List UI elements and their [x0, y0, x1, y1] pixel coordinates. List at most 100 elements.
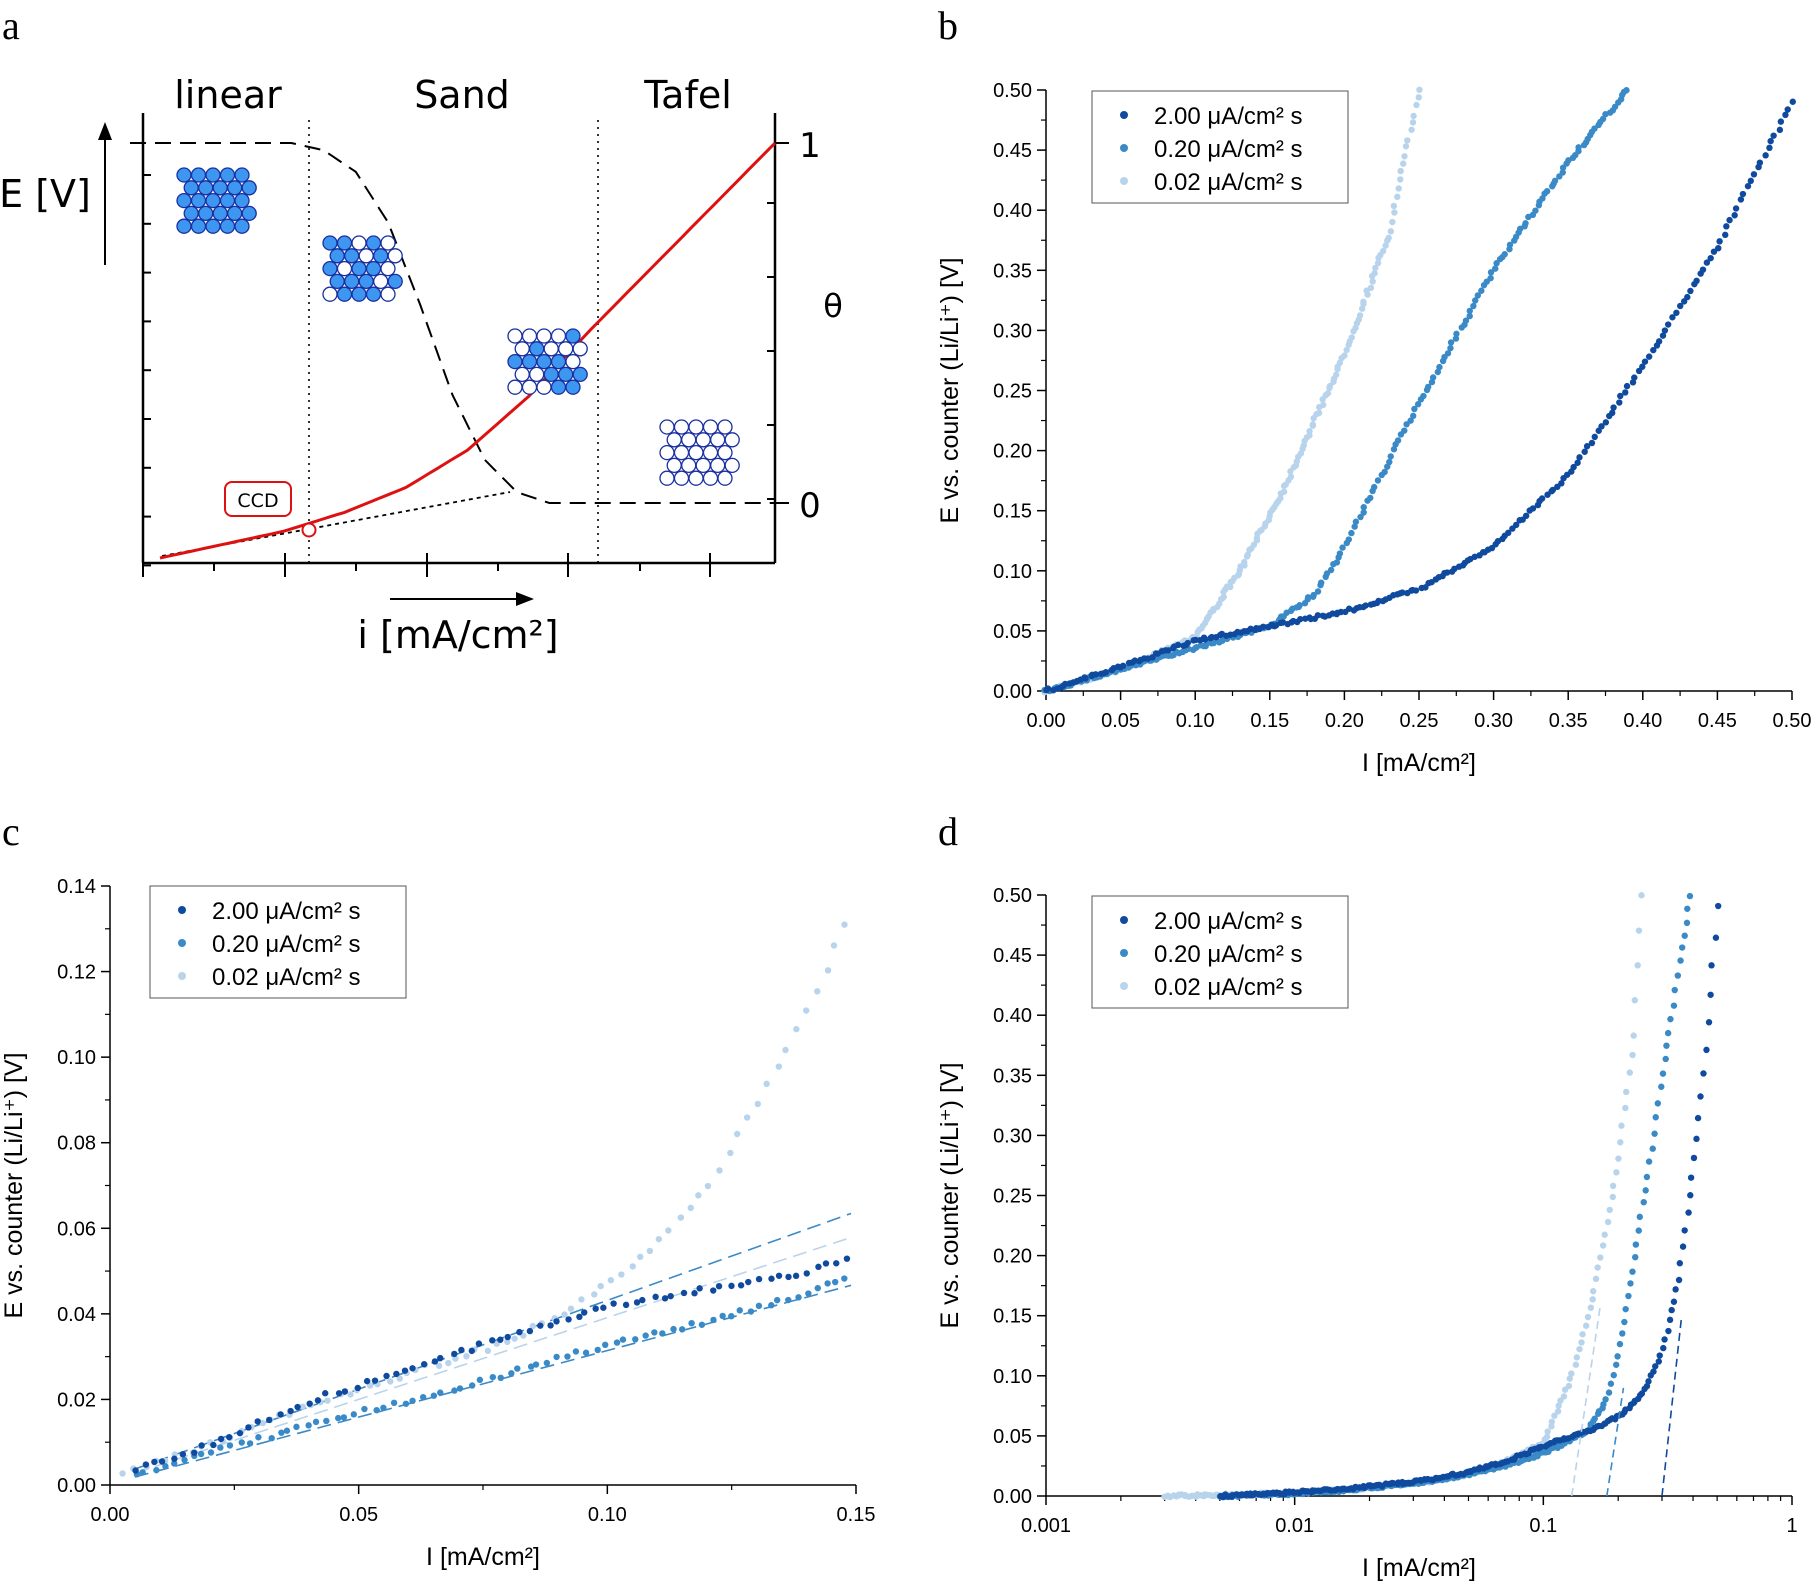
legend-box: [1091, 895, 1349, 1009]
theta-tick-label: 0: [799, 486, 821, 526]
data-point: [1573, 1430, 1581, 1438]
data-point: [1176, 640, 1184, 648]
data-point: [1309, 593, 1317, 600]
data-point: [1460, 1471, 1467, 1478]
data-point: [1410, 1479, 1417, 1486]
data-point: [1370, 600, 1377, 608]
data-point: [286, 1411, 293, 1419]
data-point: [1320, 1489, 1327, 1496]
data-point: [1415, 1480, 1422, 1487]
data-point: [1361, 1483, 1368, 1491]
data-point: [1284, 1491, 1292, 1499]
data-point: [1244, 627, 1251, 635]
y-tick-label: 0.10: [993, 561, 1032, 583]
data-point: [1499, 1461, 1507, 1469]
data-point: [1681, 1227, 1688, 1234]
data-point: [1397, 431, 1405, 438]
region-label-sand: Sand: [414, 73, 510, 117]
data-point: [323, 1417, 330, 1425]
data-point: [1340, 1485, 1348, 1492]
data-point: [1323, 1486, 1330, 1493]
data-point: [1175, 1491, 1182, 1498]
lattice-empty-atom: [724, 432, 740, 448]
y-tick-label: 0.04: [57, 1304, 96, 1326]
data-point: [1271, 1490, 1279, 1497]
data-point: [747, 1308, 755, 1315]
data-point: [1697, 270, 1704, 277]
data-point: [1382, 242, 1389, 249]
data-point: [1677, 957, 1684, 964]
data-point: [1622, 1406, 1629, 1413]
data-point: [1327, 566, 1335, 574]
data-point: [1279, 619, 1287, 626]
data-point: [1293, 458, 1300, 465]
data-point: [1297, 1489, 1305, 1496]
data-point: [1466, 1471, 1473, 1479]
data-point: [1138, 659, 1145, 667]
data-point: [1446, 1474, 1453, 1481]
data-point: [1331, 1488, 1339, 1495]
data-point: [1233, 1490, 1240, 1498]
lattice-full-atom: [176, 218, 192, 234]
data-point: [475, 1340, 483, 1347]
data-point: [1254, 1491, 1262, 1498]
data-point: [1478, 1466, 1486, 1473]
data-point: [1436, 1474, 1443, 1482]
data-point: [1621, 1318, 1628, 1326]
data-point: [1218, 630, 1226, 638]
data-point: [1609, 1193, 1616, 1201]
legend-box: [149, 885, 407, 999]
data-point: [489, 1337, 496, 1344]
data-point: [1153, 656, 1160, 663]
data-point: [1661, 1336, 1668, 1343]
data-point: [1355, 1485, 1362, 1493]
data-point: [1146, 657, 1153, 664]
data-point: [1382, 1480, 1390, 1487]
data-point: [1210, 607, 1217, 614]
data-point: [1476, 1464, 1483, 1471]
data-point: [1303, 434, 1311, 441]
lattice-full-atom: [205, 167, 221, 183]
data-point: [1488, 1463, 1496, 1470]
data-point: [1301, 600, 1309, 607]
data-point: [402, 1400, 410, 1407]
lattice-full-atom: [183, 205, 199, 222]
data-point: [1716, 238, 1723, 245]
data-point: [1502, 1463, 1509, 1470]
panel-label-c: c: [2, 809, 20, 854]
data-point: [1428, 578, 1435, 586]
data-point: [1132, 662, 1140, 669]
lattice-full-atom: [190, 167, 207, 183]
data-point: [1320, 1487, 1327, 1495]
lattice-partial-atom: [322, 286, 338, 302]
data-point: [1520, 1449, 1527, 1456]
data-point: [1525, 1450, 1532, 1457]
data-point: [1354, 1485, 1361, 1492]
data-point: [1659, 1070, 1667, 1077]
lattice-sparse-atom: [529, 366, 545, 383]
data-point: [1348, 1486, 1355, 1494]
data-point: [565, 1316, 572, 1323]
data-point: [1378, 471, 1385, 479]
data-point: [1367, 1484, 1374, 1492]
data-point: [1312, 1487, 1320, 1494]
data-point: [1480, 281, 1488, 289]
data-point: [1451, 565, 1458, 573]
data-point: [380, 1404, 387, 1411]
data-point: [1256, 625, 1263, 633]
data-point: [1583, 443, 1591, 450]
data-point: [1378, 1484, 1385, 1491]
data-point: [1101, 671, 1108, 678]
data-point: [1255, 1491, 1263, 1498]
data-point: [1448, 1471, 1455, 1478]
data-point: [1584, 1313, 1592, 1321]
data-point: [1428, 1476, 1435, 1483]
data-point: [1568, 468, 1575, 475]
data-point: [633, 1299, 641, 1306]
data-point: [1438, 1477, 1445, 1484]
data-point: [1182, 641, 1190, 649]
data-point: [1649, 1145, 1656, 1152]
fit-line: [134, 1284, 852, 1478]
data-point: [226, 1433, 233, 1441]
data-point: [1290, 617, 1297, 625]
